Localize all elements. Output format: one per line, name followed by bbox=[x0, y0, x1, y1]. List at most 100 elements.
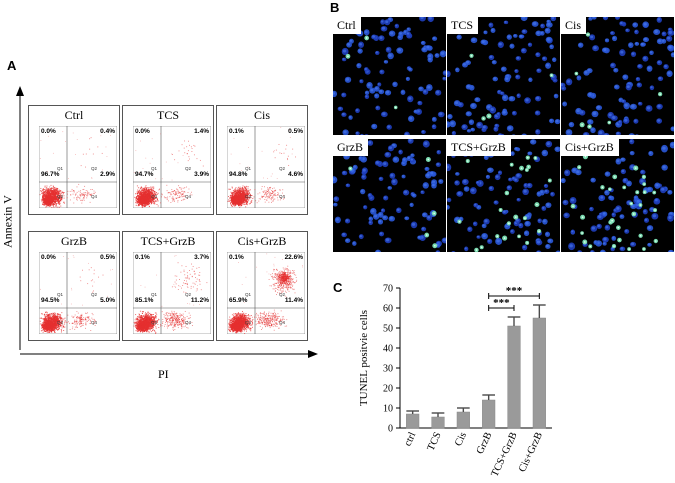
y-tick-label: 70 bbox=[383, 284, 393, 295]
significance-label: *** bbox=[506, 285, 523, 297]
y-axis-label: TUNEL positvie cells bbox=[358, 310, 370, 406]
x-tick-label: Cis+GrzB bbox=[517, 431, 545, 474]
micrograph-label: TCS bbox=[447, 17, 479, 34]
x-tick-label: GrzB bbox=[475, 431, 495, 456]
stained-nuclei bbox=[447, 17, 560, 135]
bar-grzb bbox=[482, 399, 496, 429]
panel-a-axes bbox=[16, 86, 318, 358]
quadrant-value-ul: 0.1% bbox=[229, 254, 244, 261]
y-tick-label: 30 bbox=[383, 364, 393, 375]
micrograph-tcs: TCS bbox=[447, 17, 560, 135]
quadrant-value-ur: 3.7% bbox=[194, 254, 209, 261]
quadrant-name: Q4 bbox=[91, 320, 98, 325]
quadrant-value-lr: 11.4% bbox=[284, 297, 303, 304]
flow-plot-title: TCS+GrzB bbox=[140, 234, 196, 248]
quadrant-name: Q3 bbox=[151, 320, 158, 325]
quadrant-name: Q3 bbox=[151, 194, 158, 199]
quadrant-name: Q1 bbox=[57, 292, 64, 297]
significance-label: *** bbox=[493, 297, 510, 309]
quadrant-name: Q4 bbox=[279, 320, 286, 325]
quadrant-value-ur: 22.6% bbox=[284, 254, 303, 261]
quadrant-value-ll: 94.7% bbox=[135, 171, 154, 178]
quadrant-value-lr: 2.9% bbox=[100, 171, 115, 178]
flow-scatter bbox=[133, 126, 211, 208]
flow-scatter bbox=[227, 126, 305, 208]
quadrant-name: Q1 bbox=[245, 292, 252, 297]
stained-nuclei bbox=[333, 17, 446, 135]
quadrant-value-ll: 85.1% bbox=[135, 297, 154, 304]
quadrant-name: Q1 bbox=[151, 292, 158, 297]
stained-nuclei bbox=[561, 139, 674, 252]
quadrant-name: Q2 bbox=[185, 166, 192, 171]
y-tick-label: 40 bbox=[383, 344, 393, 355]
micrograph-label: Cis bbox=[561, 17, 587, 34]
bar-tcs bbox=[431, 416, 445, 429]
quadrant-value-ur: 0.5% bbox=[100, 254, 115, 261]
stained-nuclei bbox=[447, 139, 560, 252]
y-tick-label: 0 bbox=[388, 424, 393, 435]
flow-plot-title: Cis+GrzB bbox=[237, 234, 287, 248]
quadrant-value-ur: 1.4% bbox=[194, 128, 209, 135]
flow-scatter bbox=[39, 126, 117, 208]
micrograph-tcs-grzb: TCS+GrzB bbox=[447, 139, 560, 252]
y-tick-label: 10 bbox=[383, 404, 393, 415]
stained-nuclei bbox=[561, 17, 674, 135]
panel-label-c: C bbox=[333, 280, 343, 295]
quadrant-value-ll: 94.8% bbox=[229, 171, 248, 178]
quadrant-name: Q1 bbox=[57, 166, 64, 171]
x-tick-label: TCS+GrzB bbox=[489, 431, 519, 479]
micrograph-label: GrzB bbox=[333, 139, 368, 156]
flow-plot-title: Cis bbox=[253, 108, 270, 122]
tunel-bar-chart: 0 10 20 30 40 50 60 70 TUNEL positvie cells ctrl T… bbox=[358, 284, 552, 479]
quadrant-value-lr: 4.6% bbox=[288, 171, 303, 178]
flow-plot-ctrl: Ctrl 0.0% 0.4% 96.7% 2.9% Q1 Q2 Q3 Q4 bbox=[28, 105, 120, 215]
quadrant-value-lr: 11.2% bbox=[190, 297, 209, 304]
micrograph-cis-grzb: Cis+GrzB bbox=[561, 139, 674, 252]
quadrant-name: Q4 bbox=[279, 194, 286, 199]
x-tick-label: TCS bbox=[426, 430, 444, 452]
quadrant-name: Q4 bbox=[185, 320, 192, 325]
quadrant-name: Q2 bbox=[185, 292, 192, 297]
quadrant-value-ul: 0.0% bbox=[41, 254, 56, 261]
quadrant-name: Q4 bbox=[185, 194, 192, 199]
quadrant-name: Q2 bbox=[279, 166, 286, 171]
y-tick-label: 60 bbox=[383, 304, 393, 315]
quadrant-name: Q3 bbox=[245, 320, 252, 325]
micrograph-grzb: GrzB bbox=[333, 139, 446, 252]
flow-plot-tcs: TCS 0.0% 1.4% 94.7% 3.9% Q1 Q2 Q3 Q4 bbox=[122, 105, 214, 215]
quadrant-name: Q2 bbox=[279, 292, 286, 297]
quadrant-value-ll: 96.7% bbox=[41, 171, 60, 178]
micrograph-cis: Cis bbox=[561, 17, 674, 135]
quadrant-value-ll: 94.5% bbox=[41, 297, 60, 304]
flow-plot-tcs-grzb: TCS+GrzB 0.1% 3.7% 85.1% 11.2% Q1 Q2 Q3 Q4 bbox=[122, 231, 214, 341]
flow-plot-grzb: GrzB 0.0% 0.5% 94.5% 5.0% Q1 Q2 Q3 Q4 bbox=[28, 231, 120, 341]
x-tick-label: Cis bbox=[453, 431, 469, 448]
stained-nuclei bbox=[333, 139, 446, 252]
quadrant-name: Q1 bbox=[245, 166, 252, 171]
flow-scatter bbox=[227, 252, 305, 334]
quadrant-name: Q3 bbox=[245, 194, 252, 199]
quadrant-name: Q2 bbox=[91, 292, 98, 297]
flow-plot-cis: Cis 0.1% 0.5% 94.8% 4.6% Q1 Q2 Q3 Q4 bbox=[216, 105, 308, 215]
bar-tcs-grzb bbox=[507, 325, 521, 429]
quadrant-value-ul: 0.0% bbox=[41, 128, 56, 135]
x-tick-label: ctrl bbox=[402, 431, 418, 448]
y-tick-label: 50 bbox=[383, 324, 393, 335]
micrograph-ctrl: Ctrl bbox=[333, 17, 446, 135]
bar-cis bbox=[456, 411, 470, 429]
flow-scatter bbox=[133, 252, 211, 334]
flow-plot-title: GrzB bbox=[61, 234, 87, 248]
flow-plot-title: Ctrl bbox=[64, 108, 84, 122]
panel-label-a: A bbox=[7, 58, 17, 73]
micrograph-label: Cis+GrzB bbox=[561, 139, 619, 156]
quadrant-value-lr: 5.0% bbox=[100, 297, 115, 304]
bar-cis-grzb bbox=[532, 317, 546, 429]
micrograph-label: TCS+GrzB bbox=[447, 139, 511, 156]
x-axis-label-pi: PI bbox=[158, 367, 169, 381]
y-tick-label: 20 bbox=[383, 384, 393, 395]
quadrant-name: Q3 bbox=[57, 194, 64, 199]
quadrant-name: Q4 bbox=[91, 194, 98, 199]
quadrant-name: Q3 bbox=[57, 320, 64, 325]
flow-plot-title: TCS bbox=[156, 108, 179, 122]
micrograph-label: Ctrl bbox=[333, 17, 361, 34]
